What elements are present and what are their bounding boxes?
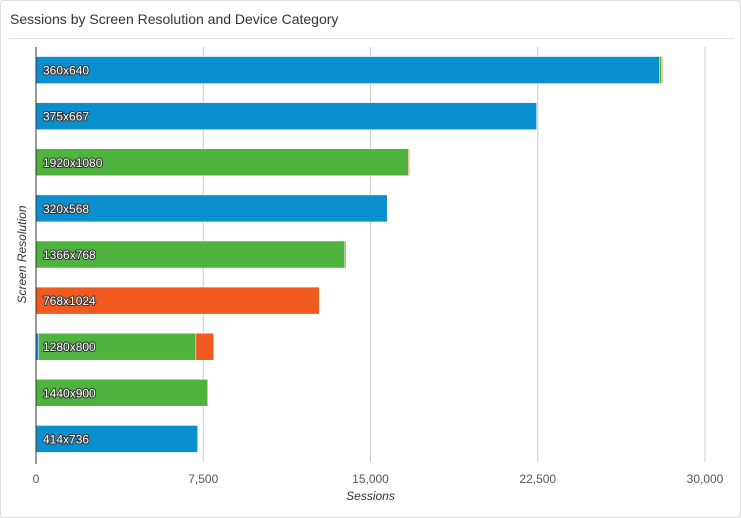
x-tick-label: 0 — [33, 472, 40, 486]
bar-segment[interactable] — [35, 286, 320, 315]
bar-labels: 360x640 375x667 1920x1080 320x568 1366x768 76… — [42, 63, 104, 448]
bar-segment[interactable] — [35, 379, 208, 407]
bar-segment[interactable] — [35, 102, 537, 130]
bar-segment[interactable] — [35, 194, 388, 223]
title-divider — [9, 38, 734, 39]
bar-category-label: 1440x900 — [43, 386, 96, 400]
x-tick-labels: 0 7,500 15,000 22,500 30,000 — [33, 472, 724, 486]
bar-segment[interactable] — [195, 332, 214, 361]
bar-segment[interactable] — [408, 148, 410, 177]
bar-segment[interactable] — [35, 240, 346, 269]
x-tick-label: 30,000 — [687, 472, 724, 486]
bar-category-label: 1920x1080 — [43, 156, 103, 170]
bar-segment[interactable] — [661, 56, 663, 84]
chart-title: Sessions by Screen Resolution and Device… — [10, 11, 339, 27]
x-tick-label: 22,500 — [519, 472, 556, 486]
bar-category-label: 360x640 — [43, 64, 89, 78]
bar-segment[interactable] — [38, 332, 197, 361]
bar-category-label: 414x736 — [43, 432, 89, 446]
y-axis-title: Screen Resolution — [15, 205, 29, 303]
bar-segment[interactable] — [35, 56, 660, 84]
x-tick-label: 15,000 — [352, 472, 389, 486]
bar-segment[interactable] — [344, 240, 347, 269]
x-axis-title: Sessions — [346, 489, 395, 503]
bar-category-label: 768x1024 — [43, 294, 96, 308]
bar-segment[interactable] — [35, 425, 198, 453]
bar-category-label: 320x568 — [43, 202, 89, 216]
bar-category-label: 375x667 — [43, 110, 89, 124]
bar-segment[interactable] — [659, 56, 662, 84]
bar-category-label: 1366x768 — [43, 248, 96, 262]
bar-category-label: 1280x800 — [43, 340, 96, 354]
x-tick-label: 7,500 — [188, 472, 218, 486]
bars — [35, 56, 663, 453]
